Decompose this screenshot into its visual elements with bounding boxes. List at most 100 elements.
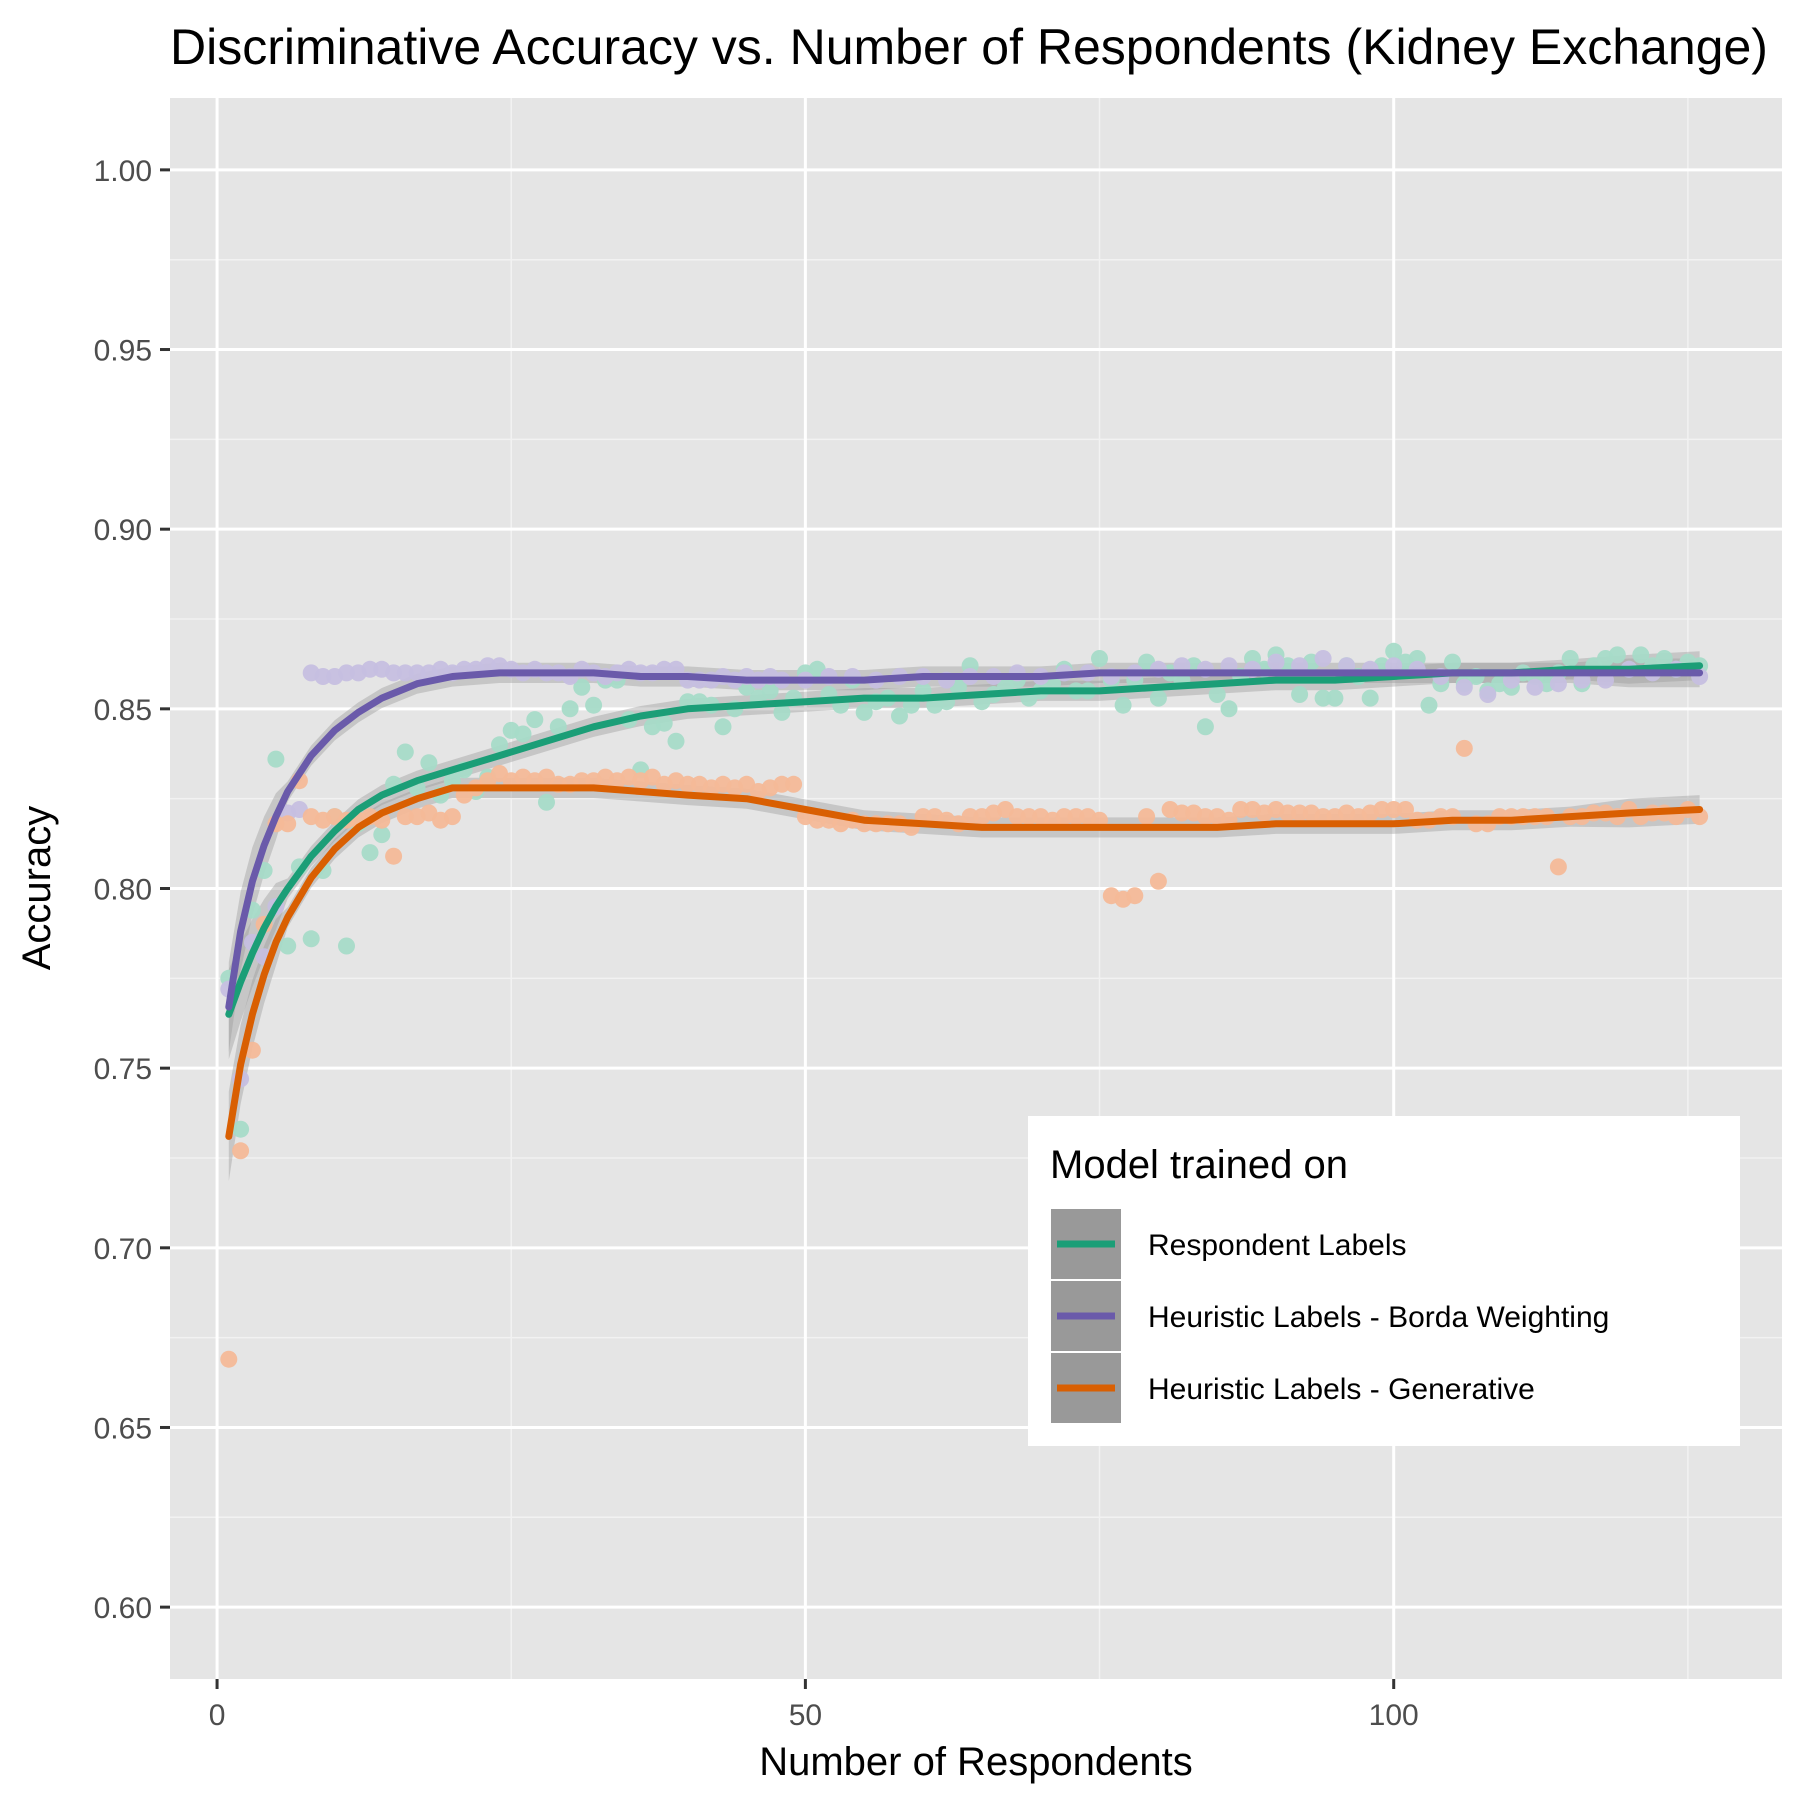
data-point — [1138, 808, 1156, 826]
data-point — [1385, 642, 1403, 660]
data-point — [408, 664, 426, 682]
data-point — [1267, 653, 1285, 671]
y-tick-label: 1.00 — [94, 155, 152, 188]
y-tick-label: 0.60 — [94, 1592, 152, 1625]
axes: 0 50 100 0.60 0.65 0.70 0.75 0.80 0.85 0.90 0.95 1.… — [94, 155, 1419, 1732]
data-point — [1373, 801, 1391, 818]
data-point — [1067, 808, 1085, 826]
data-point — [267, 750, 285, 768]
data-point — [1561, 650, 1579, 667]
data-point — [385, 664, 403, 682]
data-point — [302, 930, 320, 948]
chart-title: Discriminative Accuracy vs. Number of Re… — [170, 19, 1768, 75]
data-point — [655, 714, 673, 732]
data-point — [1549, 675, 1567, 693]
data-point — [1632, 646, 1650, 664]
y-tick-label: 0.65 — [94, 1412, 152, 1445]
data-point — [1008, 808, 1026, 826]
y-axis-label: Accuracy — [15, 806, 59, 971]
data-point — [1232, 801, 1250, 818]
data-point — [396, 808, 414, 826]
data-point — [1385, 801, 1403, 818]
data-point — [385, 847, 403, 865]
data-point — [549, 718, 567, 736]
data-point — [1526, 678, 1544, 696]
data-point — [420, 754, 438, 772]
data-point — [761, 682, 779, 700]
y-tick-label: 0.80 — [94, 874, 152, 907]
data-point — [1444, 653, 1461, 671]
data-point — [1326, 689, 1344, 707]
data-point — [514, 725, 532, 743]
data-point — [1208, 686, 1226, 703]
y-tick-label: 0.95 — [94, 335, 152, 368]
data-point — [1196, 808, 1214, 826]
data-point — [773, 703, 791, 721]
legend-label: Heuristic Labels - Generative — [1148, 1373, 1535, 1406]
data-point — [714, 718, 732, 736]
data-point — [1173, 804, 1191, 822]
data-point — [361, 844, 379, 862]
data-point — [1126, 887, 1144, 905]
y-tick-label: 0.75 — [94, 1053, 152, 1086]
data-point — [891, 707, 908, 725]
data-point — [1655, 650, 1673, 667]
data-point — [443, 808, 461, 826]
legend-entries: Respondent Labels Heuristic Labels - Bord… — [1049, 1207, 1609, 1425]
data-point — [1420, 696, 1438, 714]
data-point — [1314, 689, 1332, 707]
data-point — [1279, 804, 1297, 822]
data-point — [538, 793, 555, 811]
legend-label: Respondent Labels — [1148, 1229, 1407, 1262]
x-tick-label: 50 — [789, 1699, 822, 1732]
data-point — [573, 678, 591, 696]
x-tick-label: 0 — [209, 1699, 226, 1732]
data-point — [1397, 801, 1414, 818]
data-point — [1314, 650, 1332, 667]
data-point — [1196, 718, 1214, 736]
data-point — [479, 657, 497, 675]
smooth-lines — [225, 662, 1704, 1140]
data-point — [338, 937, 355, 955]
series-line — [225, 662, 1704, 1018]
data-point — [1149, 872, 1167, 890]
data-point — [396, 743, 414, 761]
legend: Model trained on Respondent Labels Heuris… — [1028, 1116, 1740, 1446]
data-point — [1549, 858, 1567, 876]
data-point — [232, 1120, 250, 1138]
data-point — [1455, 739, 1473, 757]
legend-title: Model trained on — [1050, 1143, 1348, 1187]
x-axis-label: Number of Respondents — [759, 1740, 1193, 1784]
legend-label: Heuristic Labels - Borda Weighting — [1148, 1301, 1609, 1334]
grid-major — [170, 98, 1782, 1679]
y-tick-label: 0.90 — [94, 514, 152, 547]
data-point — [1608, 646, 1626, 664]
data-point — [561, 700, 579, 718]
data-point — [220, 1350, 238, 1368]
series-line — [225, 669, 1704, 1011]
data-point — [667, 732, 685, 750]
data-point — [373, 826, 391, 844]
data-point — [773, 775, 791, 793]
data-point — [585, 696, 603, 714]
data-point — [526, 711, 544, 729]
data-point — [1020, 808, 1038, 826]
data-point — [279, 815, 297, 833]
data-point — [314, 668, 332, 685]
data-point — [1149, 689, 1167, 707]
data-point — [1361, 689, 1379, 707]
y-tick-label: 0.70 — [94, 1233, 152, 1266]
data-points — [220, 642, 1709, 1368]
data-point — [1479, 686, 1497, 703]
data-point — [1291, 686, 1309, 703]
data-point — [1055, 808, 1073, 826]
data-point — [1091, 650, 1108, 667]
series-line — [225, 784, 1704, 1140]
data-point — [785, 775, 803, 793]
x-tick-label: 100 — [1369, 1699, 1419, 1732]
data-point — [1291, 804, 1309, 822]
data-point — [338, 664, 355, 682]
data-point — [361, 660, 379, 678]
